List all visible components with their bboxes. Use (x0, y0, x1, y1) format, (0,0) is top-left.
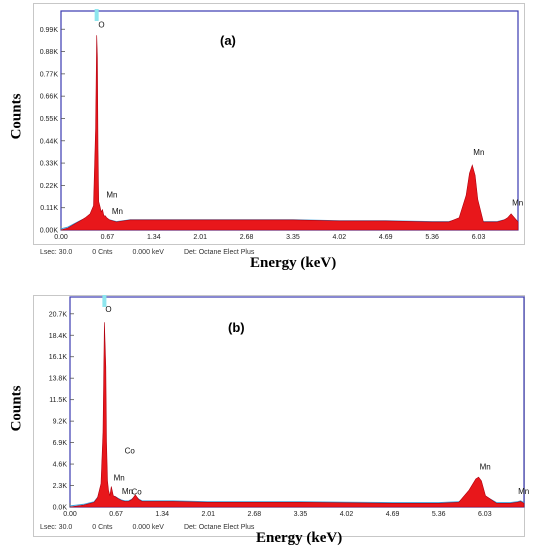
y-tick-label-b: 0.0K (53, 505, 68, 512)
x-tick-label-b: 3.35 (294, 511, 308, 518)
x-tick-label-b: 4.02 (340, 511, 354, 518)
peak-label-b: Mn (114, 474, 125, 483)
x-tick-label-b: 5.36 (432, 511, 446, 518)
cursor-marker-b (102, 295, 107, 307)
y-tick-label-a: 0.88K (40, 49, 59, 56)
y-tick-label-b: 9.2K (53, 419, 68, 426)
spectrum-area-a (60, 35, 519, 231)
status-det-a: Det: Octane Elect Plus (183, 249, 255, 256)
x-tick-label-b: 1.34 (155, 511, 169, 518)
x-tick-label-a: 2.68 (240, 234, 254, 241)
x-tick-label-a: 1.34 (147, 234, 161, 241)
panel-label-a: (a) (220, 33, 236, 48)
x-axis-title-b: Energy (keV) (256, 530, 343, 546)
x-tick-label-b: 6.03 (478, 511, 492, 518)
y-tick-label-a: 0.99K (40, 27, 59, 34)
peak-label-a: Mn (112, 207, 123, 216)
plot-border-b (69, 296, 525, 508)
x-tick-label-b: 4.69 (386, 511, 400, 518)
status-det-b: Det: Octane Elect Plus (183, 524, 255, 531)
y-tick-label-b: 13.8K (49, 376, 68, 383)
y-tick-label-b: 2.3K (53, 483, 68, 490)
peak-label-b: Co (132, 488, 143, 497)
panel-label-b: (b) (228, 320, 245, 335)
y-tick-label-b: 18.4K (49, 333, 68, 340)
cursor-marker-a (94, 9, 99, 21)
peak-label-b: Co (125, 447, 136, 456)
y-tick-label-a: 0.00K (40, 228, 59, 235)
x-tick-label-b: 0.67 (109, 511, 123, 518)
status-kev-a: 0.000 keV (132, 249, 164, 256)
x-tick-label-a: 2.01 (193, 234, 207, 241)
y-tick-label-a: 0.22K (40, 183, 59, 190)
chart-a-svg: 0.00K 0.11K 0.22K 0.33K 0.44K 0.55K 0.66K 0.77K… (40, 9, 523, 241)
y-tick-label-b: 16.1K (49, 354, 68, 361)
y-tick-label-b: 20.7K (49, 311, 68, 318)
x-tick-label-a: 4.02 (333, 234, 347, 241)
spectrum-area-b (69, 322, 525, 508)
status-cnts-a: 0 Cnts (92, 249, 113, 256)
y-tick-label-a: 0.33K (40, 161, 59, 168)
peak-label-b: O (105, 305, 111, 314)
status-kev-b: 0.000 keV (132, 524, 164, 531)
peak-label-a: Mn (106, 191, 117, 200)
peak-label-b: Mn (122, 487, 133, 496)
x-tick-label-a: 4.69 (379, 234, 393, 241)
status-lsec-a: Lsec: 30.0 (40, 249, 73, 256)
peak-label-b: Mn (480, 463, 491, 472)
spectrum-panel-a (33, 3, 525, 245)
y-tick-label-b: 6.9K (53, 440, 68, 447)
peak-label-a: Mn (473, 148, 484, 157)
y-tick-label-b: 11.5K (49, 397, 67, 404)
status-lsec-b: Lsec: 30.0 (40, 524, 73, 531)
y-tick-label-a: 0.44K (40, 138, 59, 145)
x-tick-label-a: 5.36 (425, 234, 439, 241)
x-tick-label-b: 2.68 (248, 511, 262, 518)
x-tick-label-a: 6.03 (472, 234, 486, 241)
peak-label-a: O (98, 20, 104, 29)
y-tick-label-a: 0.11K (40, 205, 58, 212)
y-tick-label-a: 0.77K (40, 71, 59, 78)
x-tick-label-a: 0.00 (54, 234, 68, 241)
y-tick-label-a: 0.66K (40, 94, 59, 101)
peak-label-a: Mn (512, 199, 523, 208)
status-bar-b: Lsec: 30.0 0 Cnts 0.000 keV Det: Octane … (40, 524, 272, 531)
status-cnts-b: 0 Cnts (92, 524, 113, 531)
x-tick-label-b: 0.00 (63, 511, 77, 518)
x-tick-label-a: 0.67 (101, 234, 115, 241)
y-tick-label-a: 0.55K (40, 116, 59, 123)
y-tick-label-b: 4.6K (53, 462, 68, 469)
x-axis-title-a: Energy (keV) (250, 255, 337, 271)
x-tick-label-b: 2.01 (201, 511, 215, 518)
status-bar-a: Lsec: 30.0 0 Cnts 0.000 keV Det: Octane … (40, 249, 272, 256)
x-tick-label-a: 3.35 (286, 234, 300, 241)
peak-label-b: Mn (518, 487, 529, 496)
